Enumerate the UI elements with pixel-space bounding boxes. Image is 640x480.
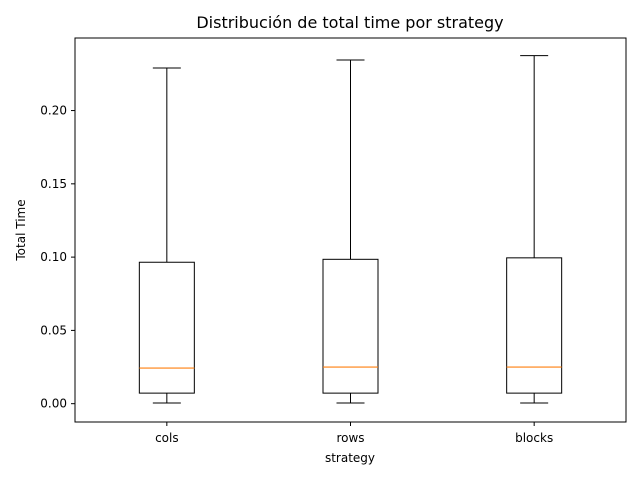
iqr-box bbox=[138, 261, 195, 394]
y-tick-label: 0.00 bbox=[40, 397, 67, 411]
y-axis: 0.00 0.05 0.10 0.15 0.20 bbox=[40, 104, 75, 411]
x-tick-label-blocks: blocks bbox=[515, 431, 553, 445]
chart-title: Distribución de total time por strategy bbox=[196, 13, 503, 32]
iqr-box bbox=[322, 258, 379, 394]
x-axis: cols rows blocks bbox=[155, 422, 553, 445]
y-tick-label: 0.05 bbox=[40, 323, 67, 337]
x-axis-label: strategy bbox=[325, 451, 375, 465]
box-cols bbox=[138, 67, 195, 404]
x-tick-label-rows: rows bbox=[336, 431, 364, 445]
y-tick-label: 0.20 bbox=[40, 104, 67, 118]
y-axis-label: Total Time bbox=[14, 199, 28, 261]
x-tick-label-cols: cols bbox=[155, 431, 179, 445]
boxes-group bbox=[138, 55, 563, 404]
iqr-box bbox=[506, 257, 563, 394]
box-rows bbox=[322, 59, 379, 404]
y-tick-label: 0.15 bbox=[40, 177, 67, 191]
box-blocks bbox=[506, 55, 563, 404]
y-tick-label: 0.10 bbox=[40, 250, 67, 264]
